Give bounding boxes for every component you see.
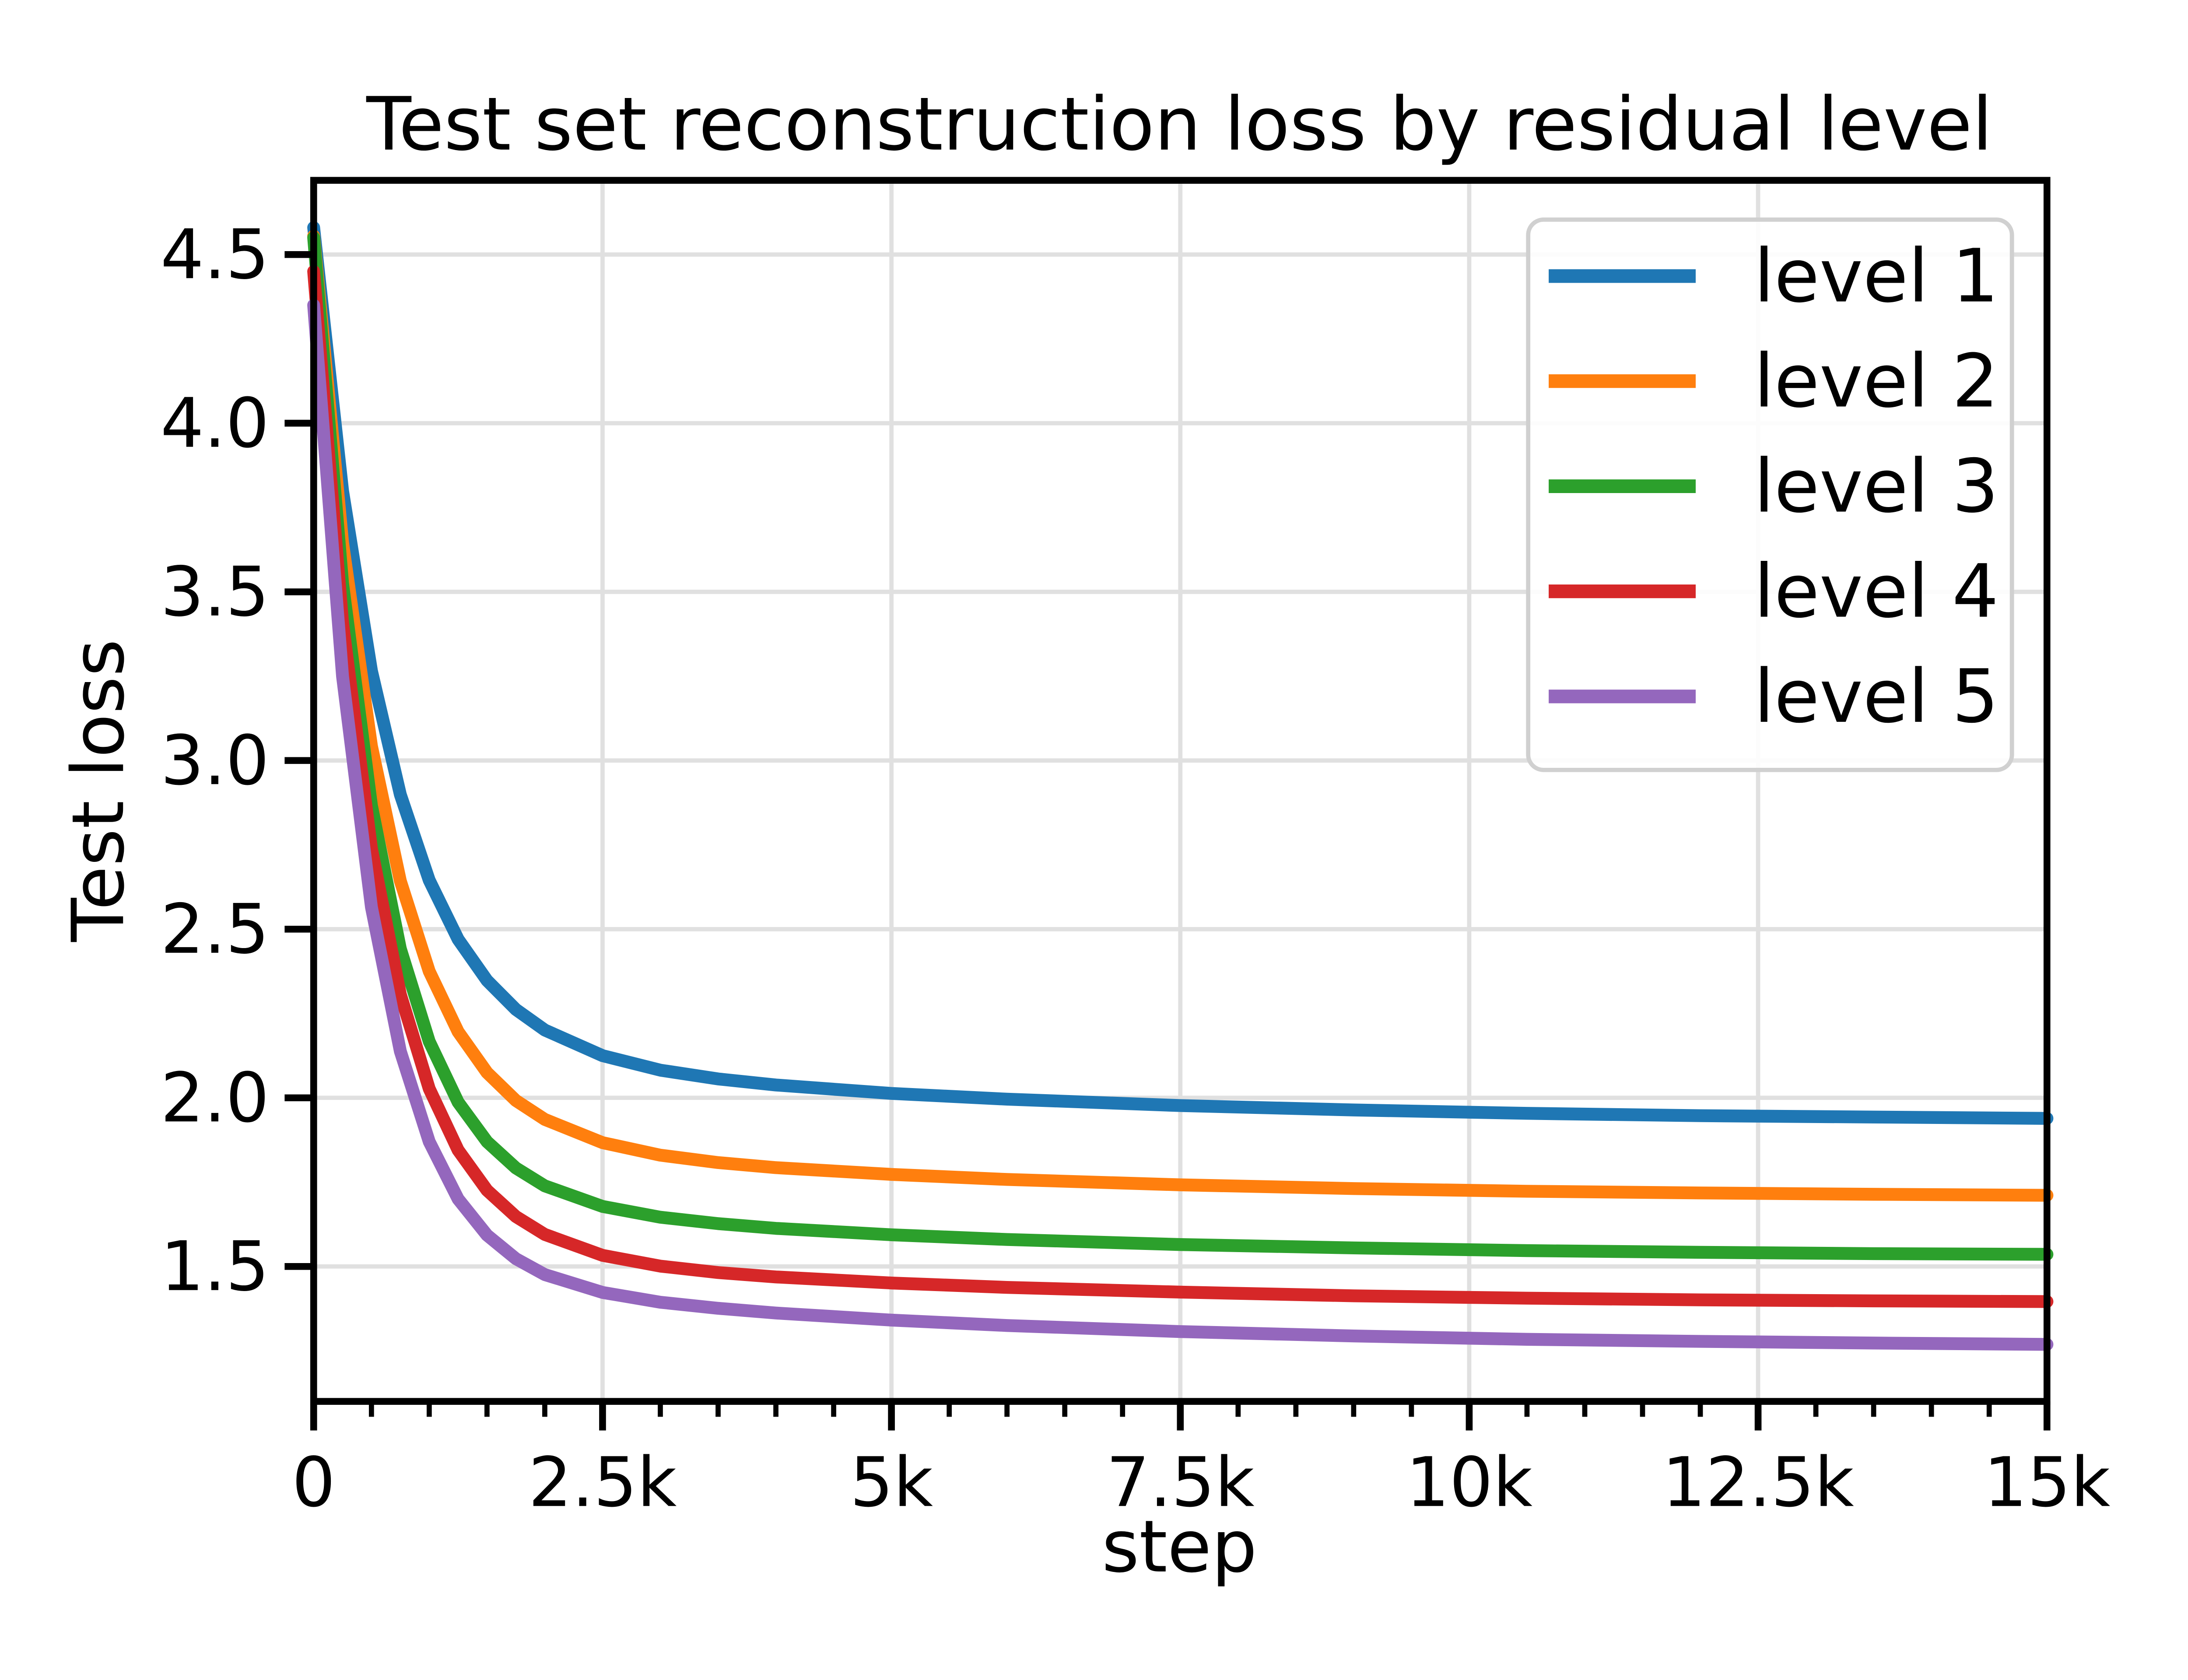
y-tick-label: 4.5	[161, 215, 270, 294]
series-line-level-2	[307, 229, 2054, 1202]
legend-label: level 2	[1754, 338, 1999, 424]
y-tick-label: 1.5	[161, 1227, 270, 1306]
x-tick-label: 5k	[850, 1442, 933, 1522]
series-line-level-5	[307, 298, 2054, 1351]
legend-label: level 4	[1754, 549, 1999, 634]
y-tick-label: 2.5	[161, 889, 270, 969]
legend: level 1 level 2 level 3 level 4 level 5	[1526, 217, 2014, 772]
legend-label: level 3	[1754, 443, 1999, 529]
axes	[284, 177, 2051, 1431]
y-tick-label: 3.0	[161, 721, 270, 800]
legend-label: level 1	[1754, 233, 1999, 319]
curves	[307, 221, 2054, 1351]
y-tick-label: 4.0	[161, 383, 270, 463]
y-axis-label: Test loss	[56, 639, 140, 942]
legend-box	[1526, 217, 2014, 772]
legend-label: level 5	[1754, 654, 1999, 739]
x-tick-label: 7.5k	[1106, 1442, 1255, 1522]
chart-title: Test set reconstruction loss by residual…	[366, 81, 1992, 167]
series-line-level-1	[307, 221, 2054, 1125]
tick-labels: 0 2.5k 5k 7.5k 10k 12.5k 15k 1.5 2.0 2.5 3.0 3.5 4.0…	[161, 215, 2111, 1522]
x-tick-label: 10k	[1406, 1442, 1533, 1522]
series-line-level-3	[307, 231, 2054, 1261]
x-tick-label: 0	[292, 1442, 335, 1522]
y-tick-label: 3.5	[161, 552, 270, 632]
y-tick-label: 2.0	[161, 1058, 270, 1138]
x-tick-label: 12.5k	[1662, 1442, 1854, 1522]
x-tick-label: 15k	[1984, 1442, 2111, 1522]
series-line-level-4	[307, 265, 2054, 1308]
x-axis-label: step	[1102, 1505, 1257, 1589]
x-tick-label: 2.5k	[528, 1442, 677, 1522]
